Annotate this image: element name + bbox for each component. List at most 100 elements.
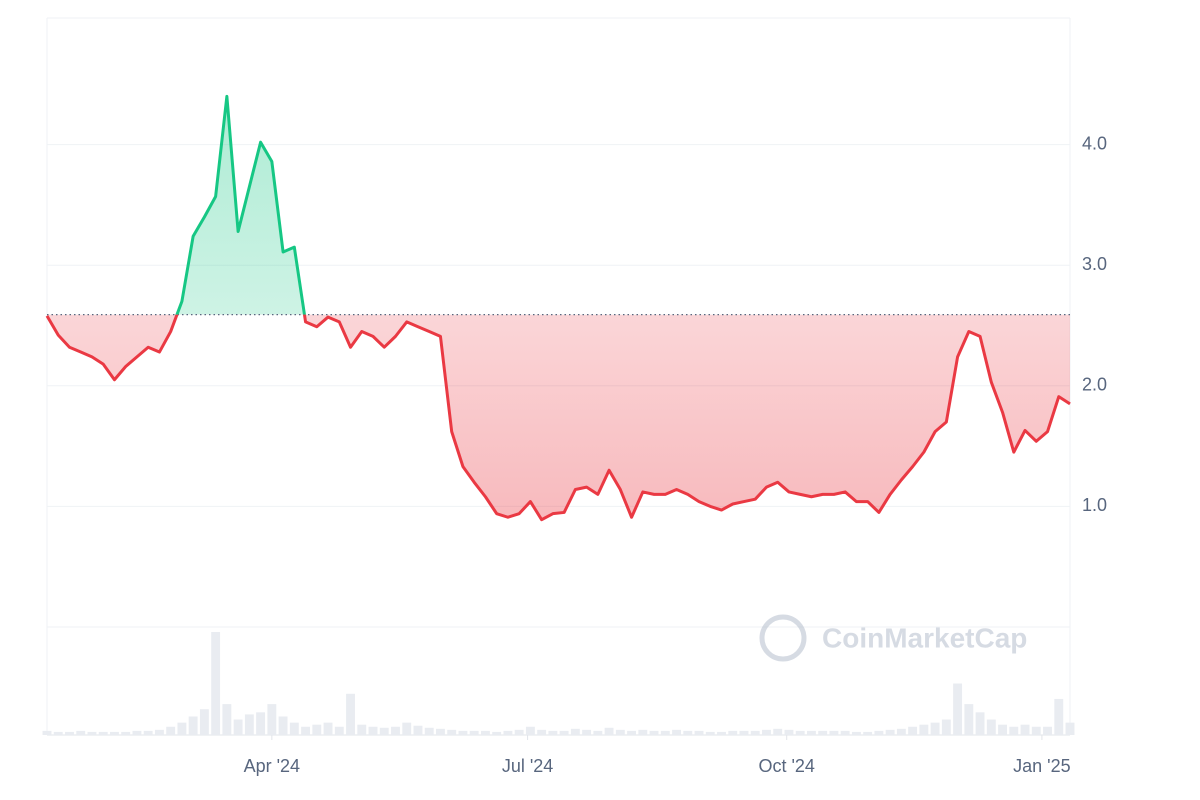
volume-bar <box>537 729 547 735</box>
volume-bar <box>211 632 221 735</box>
volume-bar <box>177 722 187 735</box>
volume-bar <box>728 730 738 735</box>
volume-bar <box>773 728 783 735</box>
x-tick-label: Apr '24 <box>244 756 300 776</box>
volume-bar <box>851 731 861 735</box>
volume-bar <box>469 730 479 735</box>
volume-bar <box>87 731 97 735</box>
volume-bar <box>863 731 873 735</box>
volume-bar <box>199 709 209 735</box>
price-line-up <box>175 94 306 315</box>
volume-bar <box>582 729 592 735</box>
volume-bar <box>402 722 412 735</box>
volume-bar <box>750 730 760 735</box>
volume-bar <box>278 716 288 735</box>
volume-bar <box>312 724 322 735</box>
volume-bar <box>1043 726 1052 735</box>
volume-bar <box>42 730 52 735</box>
volume-bar <box>559 730 569 735</box>
volume-bar <box>806 730 816 735</box>
volume-bar <box>357 724 367 735</box>
volume-bar <box>143 730 153 735</box>
area-up <box>47 96 1070 315</box>
watermark-text: CoinMarketCap <box>822 622 1027 653</box>
volume-bar <box>998 724 1007 735</box>
volume-bar <box>480 730 490 735</box>
volume-bar <box>267 704 277 735</box>
volume-bar <box>166 726 176 735</box>
volume-bar <box>739 730 749 735</box>
volume-bar <box>896 728 906 735</box>
volume-bar <box>492 731 502 735</box>
volume-bar <box>413 725 423 735</box>
volume-bar <box>334 726 344 735</box>
volume-bar <box>222 704 232 735</box>
volume-bar <box>289 722 299 735</box>
volume-bar <box>874 730 884 735</box>
y-tick-label: 3.0 <box>1082 254 1107 274</box>
volume-bar <box>458 730 468 735</box>
volume-bar <box>233 719 243 735</box>
x-tick-label: Jul '24 <box>502 756 553 776</box>
volume-bar <box>627 730 637 735</box>
volume-bar <box>840 730 850 735</box>
volume-bar <box>795 730 805 735</box>
watermark-logo <box>759 614 807 662</box>
volume-bar <box>660 730 670 735</box>
volume-bar <box>65 731 74 735</box>
x-tick-label: Oct '24 <box>758 756 814 776</box>
volume-bar <box>76 730 86 735</box>
volume-bar <box>986 719 996 735</box>
volume-bar <box>930 722 940 735</box>
volume-bar <box>301 726 311 735</box>
volume-bar <box>570 728 580 735</box>
y-tick-label: 1.0 <box>1082 495 1107 515</box>
volume-bar <box>424 727 434 735</box>
volume-bar <box>98 731 108 735</box>
volume-bar <box>672 729 681 735</box>
volume-bar <box>256 712 266 735</box>
volume-bar <box>379 727 389 735</box>
volume-bar <box>953 683 963 735</box>
volume-bar <box>525 726 535 735</box>
volume-bar <box>244 714 254 735</box>
volume-bar <box>964 704 974 735</box>
volume-bar <box>604 727 614 735</box>
volume-bar <box>1009 726 1019 735</box>
volume-bar <box>391 726 400 735</box>
volume-bar <box>503 730 513 735</box>
volume-bar <box>188 716 198 735</box>
volume-bar <box>593 730 603 735</box>
volume-bar <box>705 731 715 735</box>
volume-bar <box>1065 722 1075 735</box>
volume-bar <box>1031 726 1041 735</box>
volume-bar <box>941 719 951 735</box>
volume-bar <box>717 731 726 735</box>
x-tick-label: Jan '25 <box>1013 756 1070 776</box>
volume-bar <box>615 729 625 735</box>
watermark: CoinMarketCap <box>759 614 1027 662</box>
volume-bar <box>1020 724 1030 735</box>
volume-bar <box>514 729 524 735</box>
area-down <box>47 314 1070 520</box>
volume-bar <box>919 724 929 735</box>
volume-bar <box>762 729 771 735</box>
volume-bar <box>436 728 445 735</box>
volume-bar <box>548 730 558 735</box>
volume-bar <box>1054 698 1064 735</box>
volume-bar <box>885 729 895 735</box>
volume-bar <box>908 726 918 735</box>
volume-bar <box>975 712 985 735</box>
volume-bar <box>818 730 828 735</box>
volume-bar <box>323 722 333 735</box>
volume-bar <box>649 730 659 735</box>
volume-bar <box>447 729 457 735</box>
volume-bar <box>154 729 164 735</box>
price-line-down <box>45 314 1071 522</box>
volume-bar <box>346 693 355 735</box>
volume-bar <box>638 729 648 735</box>
volume-bar <box>368 726 378 735</box>
volume-bar <box>694 730 704 735</box>
y-tick-label: 2.0 <box>1082 375 1107 395</box>
